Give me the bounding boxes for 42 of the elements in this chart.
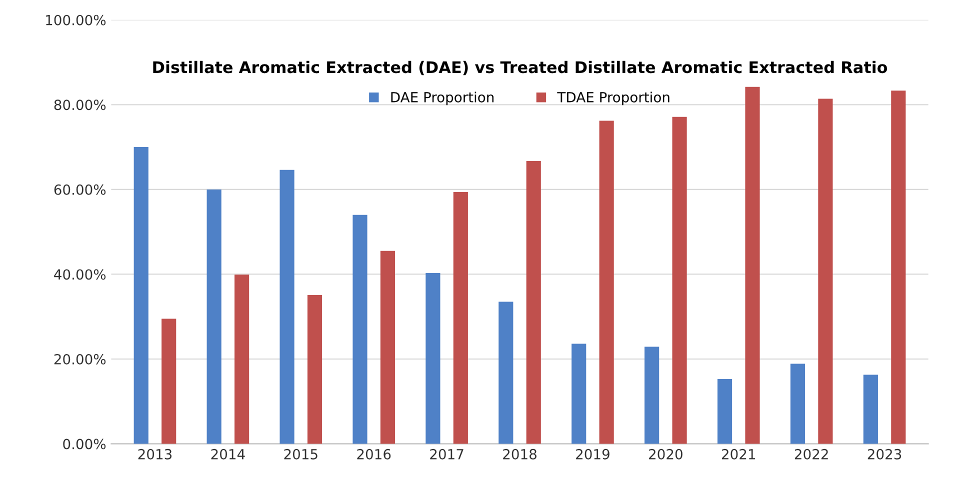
y-tick-label: 60.00% bbox=[54, 184, 106, 195]
x-tick-label: 2013 bbox=[138, 448, 172, 460]
bar bbox=[818, 98, 833, 444]
bar bbox=[380, 250, 396, 444]
bar bbox=[426, 272, 440, 444]
bar bbox=[280, 170, 294, 444]
x-tick-label: 2021 bbox=[722, 448, 756, 460]
y-tick-label: 100.00% bbox=[46, 14, 106, 26]
legend-label: DAE Proportion bbox=[391, 92, 494, 106]
x-tick-label: 2019 bbox=[576, 448, 610, 460]
bar bbox=[307, 295, 322, 444]
bar bbox=[863, 374, 878, 444]
x-tick-label: 2022 bbox=[794, 448, 828, 460]
y-tick-label: 80.00% bbox=[54, 100, 106, 110]
y-tick-label: 40.00% bbox=[54, 269, 106, 280]
x-tick-label: 2014 bbox=[211, 448, 245, 460]
y-tick-label: 20.00% bbox=[54, 354, 106, 365]
bar bbox=[745, 86, 760, 444]
bar bbox=[717, 378, 732, 444]
bar bbox=[599, 120, 614, 444]
x-tick-label: 2017 bbox=[430, 448, 464, 460]
bar bbox=[672, 116, 687, 444]
y-tick-label: 0.00% bbox=[63, 438, 106, 450]
x-tick-label: 2018 bbox=[503, 448, 536, 460]
bar bbox=[162, 318, 176, 444]
bar bbox=[453, 192, 468, 444]
bar bbox=[644, 346, 660, 444]
bar bbox=[572, 344, 586, 444]
legend-label: TDAE Proportion bbox=[557, 92, 670, 106]
bar bbox=[790, 364, 806, 444]
bar bbox=[206, 189, 222, 444]
x-tick-label: 2020 bbox=[649, 448, 682, 460]
x-tick-label: 2015 bbox=[284, 448, 318, 460]
bar bbox=[526, 161, 541, 444]
bar bbox=[352, 214, 368, 444]
x-tick-label: 2016 bbox=[357, 448, 391, 460]
text: Distillate Aromatic Extracted (DAE) vs Treated Distillate Aromatic Extracted Ratio bbox=[153, 60, 888, 76]
bar bbox=[134, 147, 148, 444]
bar bbox=[498, 302, 514, 444]
bar bbox=[891, 90, 906, 444]
x-tick-label: 2023 bbox=[868, 448, 902, 460]
bar bbox=[234, 274, 250, 444]
